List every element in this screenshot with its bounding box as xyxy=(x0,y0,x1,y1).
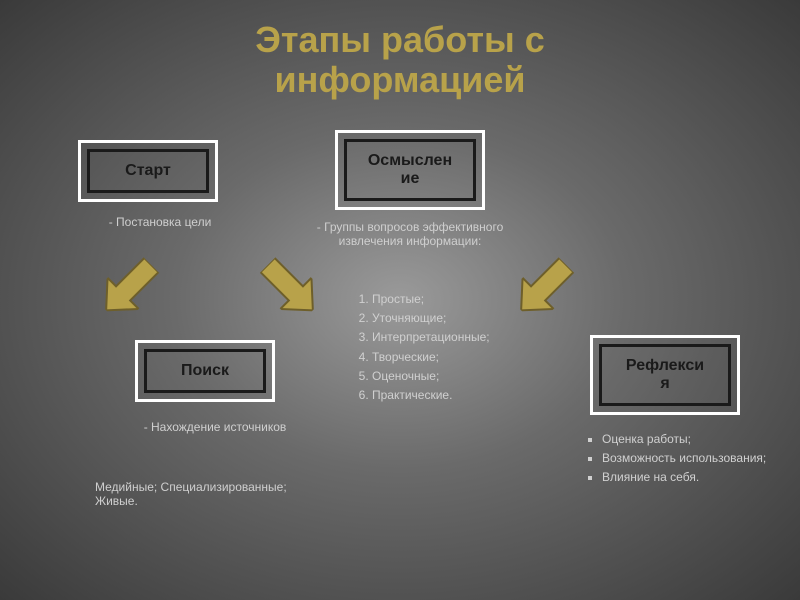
arrow-1 xyxy=(87,250,167,330)
arrow-2 xyxy=(252,250,332,330)
stage-box-comprehension: Осмыслен ие xyxy=(335,130,485,210)
stage-label-comprehension: Осмыслен ие xyxy=(344,139,476,201)
stage-box-start: Старт xyxy=(78,140,218,202)
arrow-icon xyxy=(252,250,328,326)
caption-search_sub: - Нахождение источников xyxy=(120,420,310,434)
stage-label-start: Старт xyxy=(87,149,209,193)
stage-label-reflection: Рефлекси я xyxy=(599,344,731,406)
reflection-list: Оценка работы;Возможность использования;… xyxy=(580,430,780,488)
arrow-3 xyxy=(502,250,582,330)
caption-comprehension_sub: - Группы вопросов эффективного извлечени… xyxy=(310,220,510,248)
slide-title: Этапы работы с информацией xyxy=(0,0,800,99)
title-line-2: информацией xyxy=(275,59,526,100)
arrow-icon xyxy=(91,250,167,326)
comprehension-item: Интерпретационные; xyxy=(372,328,490,347)
comprehension-list: Простые;Уточняющие;Интерпретационные;Тво… xyxy=(350,290,490,405)
comprehension-item: Практические. xyxy=(372,386,490,405)
stage-box-search: Поиск xyxy=(135,340,275,402)
caption-mediums: Медийные; Специализированные; Живые. xyxy=(95,480,325,508)
arrow-icon xyxy=(506,250,582,326)
comprehension-item: Простые; xyxy=(372,290,490,309)
stage-box-reflection: Рефлекси я xyxy=(590,335,740,415)
reflection-item: Оценка работы; xyxy=(602,430,780,449)
comprehension-item: Оценочные; xyxy=(372,367,490,386)
caption-start_sub: - Постановка цели xyxy=(70,215,250,229)
stage-label-search: Поиск xyxy=(144,349,266,393)
comprehension-item: Творческие; xyxy=(372,348,490,367)
reflection-item: Влияние на себя. xyxy=(602,468,780,487)
title-line-1: Этапы работы с xyxy=(255,19,545,60)
comprehension-item: Уточняющие; xyxy=(372,309,490,328)
reflection-item: Возможность использования; xyxy=(602,449,780,468)
